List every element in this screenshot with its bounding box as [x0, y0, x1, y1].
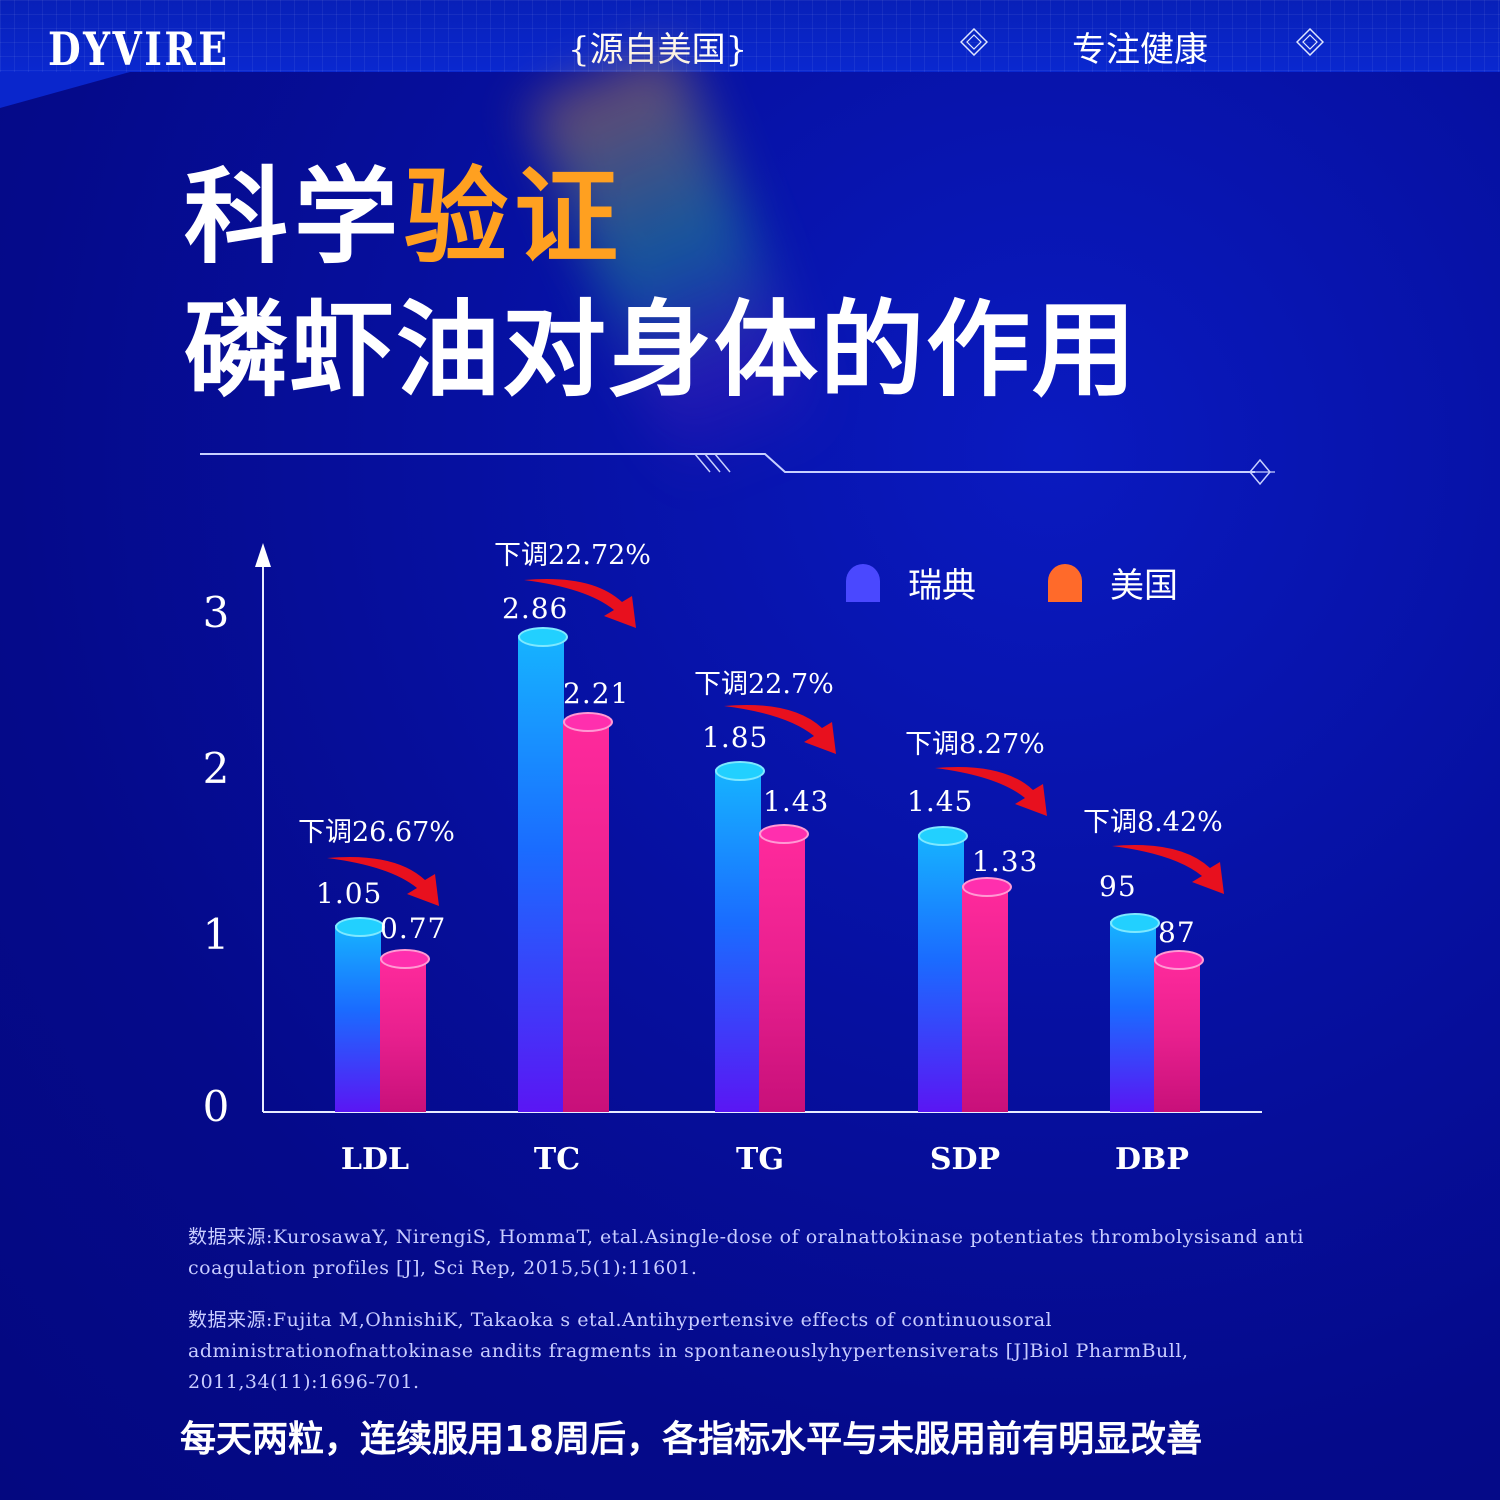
change-ldl: 下调26.67% [298, 817, 455, 848]
x-label-tg: TG [736, 1142, 784, 1177]
change-sdp: 下调8.27% [905, 729, 1045, 760]
value-tg-usa: 1.43 [763, 785, 830, 818]
data-source-1: 数据来源:KurosawaY, NirengiS, HommaT, etal.A… [188, 1226, 1304, 1279]
brand-logo: DYVIRE [48, 22, 230, 76]
bar-tg-usa [759, 824, 809, 1112]
change-tg: 下调22.7% [694, 669, 834, 700]
diamond-ornament-icon [1296, 28, 1324, 56]
down-arrow-icon [724, 704, 836, 754]
legend-label-usa: 美国 [1110, 566, 1178, 606]
y-tick-2: 2 [202, 744, 230, 793]
value-sdp-usa: 1.33 [972, 845, 1039, 878]
header-bar [0, 0, 1500, 72]
down-arrow-icon [935, 766, 1047, 816]
bar-tc-sweden [518, 627, 568, 1112]
x-label-tc: TC [533, 1142, 581, 1177]
legend-swatch-usa [1048, 563, 1082, 602]
value-ldl-sweden: 1.05 [316, 877, 383, 910]
bar-sdp-usa [962, 877, 1012, 1112]
value-tc-usa: 2.21 [563, 677, 630, 710]
bar-dbp-sweden [1110, 913, 1160, 1112]
bar-sdp-sweden [918, 826, 968, 1112]
diamond-ornament-icon [960, 28, 988, 56]
change-dbp: 下调8.42% [1083, 807, 1223, 838]
footer-claim: 每天两粒，连续服用18周后，各指标水平与未服用前有明显改善 [180, 1419, 1203, 1460]
y-tick-1: 1 [202, 910, 230, 959]
down-arrow-icon [327, 856, 439, 906]
value-tg-sweden: 1.85 [702, 721, 769, 754]
bar-tc-usa [563, 712, 613, 1112]
data-source-2: 数据来源:Fujita M,OhnishiK, Takaoka s etal.A… [188, 1309, 1189, 1393]
change-tc: 下调22.72% [494, 540, 651, 571]
headline-line2: 磷虾油对身体的作用 [184, 289, 1139, 411]
bar-ldl-usa [380, 949, 430, 1112]
headline-white: 科学 [184, 156, 405, 278]
x-label-sdp: SDP [929, 1142, 1001, 1177]
bar-ldl-sweden [335, 917, 385, 1112]
down-arrow-icon [524, 578, 636, 628]
title-divider-line [200, 453, 1275, 486]
legend-label-sweden: 瑞典 [908, 566, 976, 606]
value-sdp-sweden: 1.45 [907, 785, 974, 818]
headline-highlight: 验证 [404, 156, 625, 278]
bar-tg-sweden [715, 761, 765, 1112]
x-label-dbp: DBP [1115, 1142, 1189, 1177]
y-tick-0: 0 [202, 1082, 230, 1131]
slogan-origin: {源自美国} [568, 30, 748, 70]
y-tick-3: 3 [202, 588, 230, 637]
slogan-health: 专注健康 [1072, 30, 1208, 70]
chart-legend: 瑞典 美国 [846, 558, 1178, 607]
value-dbp-sweden: 95 [1099, 870, 1137, 903]
down-arrow-icon [1112, 844, 1224, 894]
value-dbp-usa: 87 [1158, 916, 1196, 949]
legend-swatch-sweden [846, 563, 880, 602]
x-label-ldl: LDL [340, 1142, 410, 1177]
headline-line1: 科学验证 [184, 165, 624, 269]
value-ldl-usa: 0.77 [380, 912, 447, 945]
bar-dbp-usa [1154, 950, 1204, 1112]
value-tc-sweden: 2.86 [502, 592, 569, 625]
